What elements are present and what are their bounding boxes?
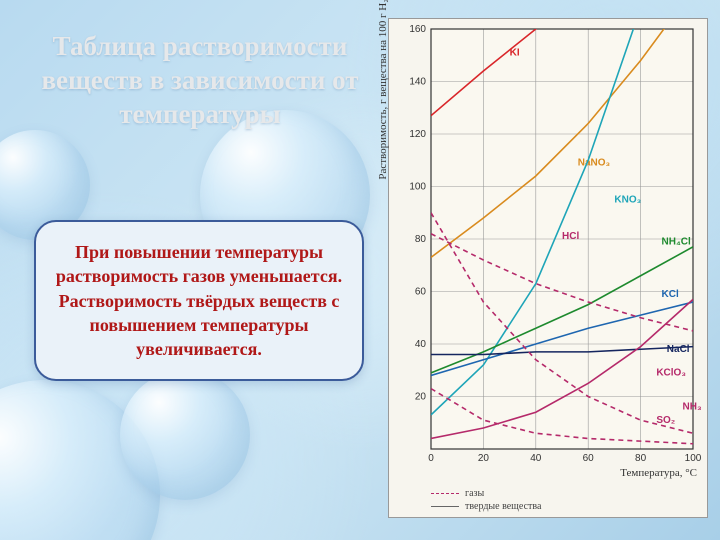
svg-text:160: 160 [409,24,426,35]
callout-box: При повышении температуры растворимость … [34,220,364,381]
legend-solid-label: твердые вещества [465,500,541,513]
svg-text:60: 60 [583,453,595,464]
svg-text:140: 140 [409,77,426,88]
svg-text:KI: KI [510,47,520,58]
svg-text:80: 80 [415,234,427,245]
svg-text:40: 40 [415,339,427,350]
y-axis-label: Растворимость, г вещества на 100 г H₂O [377,0,389,180]
svg-text:KCl: KCl [662,289,679,300]
decor-bubble [120,370,250,500]
legend-gas-label: газы [465,487,484,500]
legend-row-gas: газы [431,487,541,500]
svg-text:40: 40 [530,453,542,464]
svg-text:KNO₃: KNO₃ [614,194,641,205]
x-axis-label: Температура, °C [620,467,697,479]
svg-text:NH₃: NH₃ [683,402,702,413]
plot-area: 20406080100120140160020406080100KINaNO₃K… [431,29,693,449]
svg-text:KClO₃: KClO₃ [656,368,686,379]
svg-text:80: 80 [635,453,647,464]
callout-text: При повышении температуры растворимость … [50,240,348,361]
svg-text:20: 20 [478,453,490,464]
svg-text:120: 120 [409,129,426,140]
svg-text:0: 0 [428,453,434,464]
svg-text:60: 60 [415,287,427,298]
legend-line-solid [431,506,459,507]
svg-text:NaNO₃: NaNO₃ [578,158,611,169]
svg-text:100: 100 [685,453,702,464]
legend-row-solid: твердые вещества [431,500,541,513]
chart-legend: газы твердые вещества [431,487,541,513]
page-title: Таблица растворимости веществ в зависимо… [20,30,380,131]
page-title-block: Таблица растворимости веществ в зависимо… [20,30,380,131]
legend-line-dashed [431,493,459,494]
solubility-chart: Растворимость, г вещества на 100 г H₂O 2… [388,18,708,518]
svg-text:NaCl: NaCl [667,344,690,355]
svg-text:100: 100 [409,182,426,193]
svg-text:SO₂: SO₂ [656,415,675,426]
svg-text:NH₄Cl: NH₄Cl [662,236,691,247]
svg-text:20: 20 [415,392,427,403]
svg-text:HCl: HCl [562,231,579,242]
